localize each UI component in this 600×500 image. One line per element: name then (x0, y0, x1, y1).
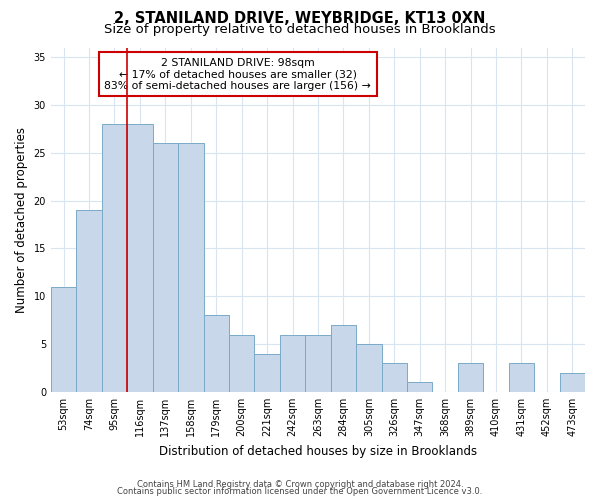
Bar (280, 334, 305, 392)
Bar (458, 363, 483, 392)
Bar (229, 334, 254, 392)
Bar (331, 325, 356, 392)
Bar (560, 373, 585, 392)
Text: 2, STANILAND DRIVE, WEYBRIDGE, KT13 0XN: 2, STANILAND DRIVE, WEYBRIDGE, KT13 0XN (115, 11, 485, 26)
Y-axis label: Number of detached properties: Number of detached properties (15, 126, 28, 312)
Text: Contains public sector information licensed under the Open Government Licence v3: Contains public sector information licen… (118, 487, 482, 496)
Bar (254, 354, 280, 392)
Text: Size of property relative to detached houses in Brooklands: Size of property relative to detached ho… (104, 22, 496, 36)
Bar (51, 286, 76, 392)
Bar (305, 334, 331, 392)
Bar (152, 143, 178, 392)
Bar (102, 124, 127, 392)
Bar (76, 210, 102, 392)
Text: 2 STANILAND DRIVE: 98sqm
← 17% of detached houses are smaller (32)
83% of semi-d: 2 STANILAND DRIVE: 98sqm ← 17% of detach… (104, 58, 371, 91)
Bar (178, 143, 203, 392)
Text: Contains HM Land Registry data © Crown copyright and database right 2024.: Contains HM Land Registry data © Crown c… (137, 480, 463, 489)
Bar (203, 316, 229, 392)
Bar (382, 363, 407, 392)
Bar (509, 363, 534, 392)
Bar (407, 382, 433, 392)
Bar (127, 124, 152, 392)
Bar (356, 344, 382, 392)
X-axis label: Distribution of detached houses by size in Brooklands: Distribution of detached houses by size … (159, 444, 477, 458)
